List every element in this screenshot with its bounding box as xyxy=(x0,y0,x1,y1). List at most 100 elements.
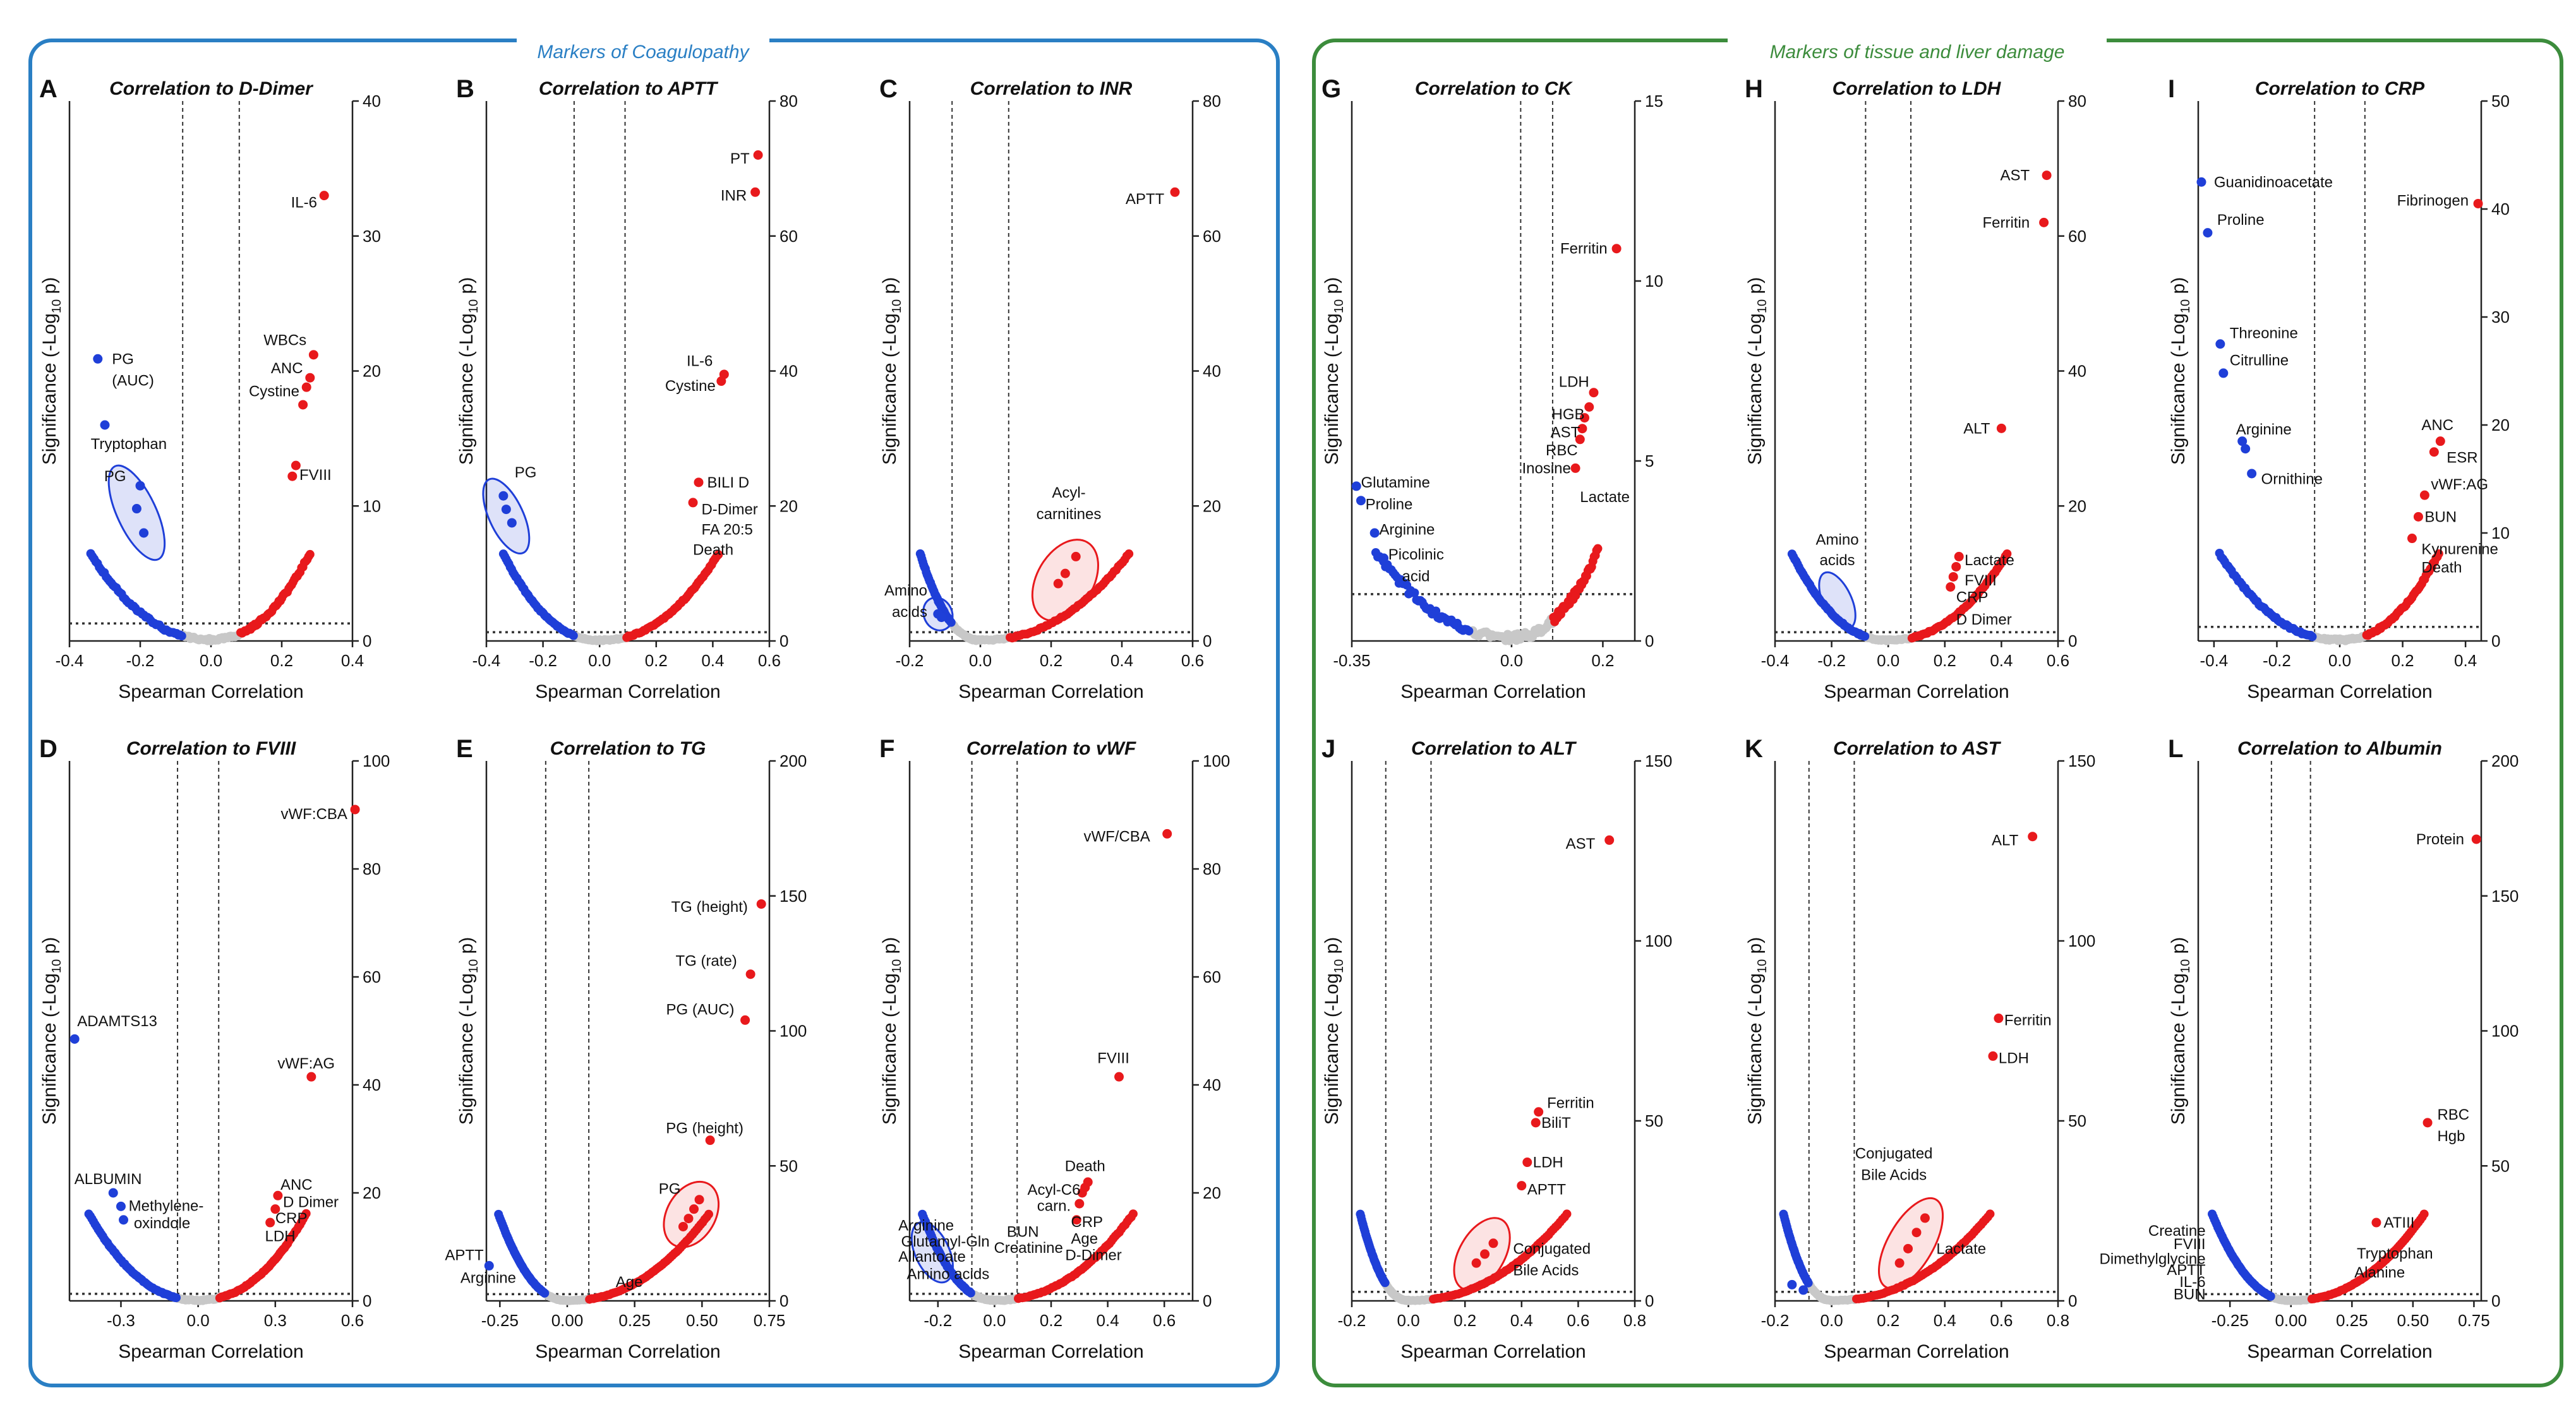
point-label: Ferritin xyxy=(1983,214,2030,231)
y-tick-label: 80 xyxy=(363,859,381,878)
y-label-end: p) xyxy=(456,937,477,959)
x-axis-label: Spearman Correlation xyxy=(1824,1341,2009,1362)
data-point xyxy=(1580,413,1590,423)
data-point xyxy=(1911,1228,1922,1238)
y-label-main: Significance (-Log xyxy=(1321,973,1342,1125)
panel-title: Correlation to CK xyxy=(1415,78,1574,99)
y-axis-label: Significance (-Log10 p) xyxy=(2168,277,2193,465)
x-tick-label: 0.6 xyxy=(1153,1311,1176,1330)
point-label: PG (AUC) xyxy=(666,1001,735,1018)
panel-title: Correlation to D-Dimer xyxy=(109,78,314,99)
point-label: ESR xyxy=(2447,449,2477,466)
y-tick-label: 20 xyxy=(779,496,798,515)
volcano-point xyxy=(2002,549,2012,558)
y-tick-label: 80 xyxy=(1203,92,1221,111)
data-point xyxy=(936,613,946,623)
y-label-sub: 10 xyxy=(467,959,481,973)
y-tick-label: 10 xyxy=(363,496,381,515)
y-label-end: p) xyxy=(2168,277,2189,299)
x-tick-label: 0.25 xyxy=(2336,1311,2368,1330)
point-label: Guanidinoacetate xyxy=(2214,174,2333,191)
data-point xyxy=(2371,1218,2381,1228)
data-point xyxy=(2203,228,2213,238)
data-point xyxy=(119,1215,129,1225)
x-tick-label: 0.0 xyxy=(1877,651,1899,670)
data-point xyxy=(1903,1243,1913,1253)
y-tick-label: 100 xyxy=(1203,751,1230,770)
y-label-sub: 10 xyxy=(2179,299,2193,313)
point-label: Proline xyxy=(2217,212,2265,229)
y-tick-label: 0 xyxy=(2491,631,2500,650)
x-tick-label: 0.2 xyxy=(270,651,293,670)
data-point xyxy=(1060,568,1070,578)
y-label-sub: 10 xyxy=(890,959,904,973)
x-tick-label: 0.0 xyxy=(588,651,611,670)
cluster-ellipse xyxy=(1818,571,1857,630)
point-label: Creatine xyxy=(2148,1223,2206,1240)
x-tick-label: 0.0 xyxy=(969,651,992,670)
x-tick-label: -0.4 xyxy=(472,651,501,670)
data-point xyxy=(1611,244,1622,254)
x-tick-label: 0.2 xyxy=(1454,1311,1476,1330)
y-tick-label: 50 xyxy=(779,1156,798,1175)
y-label-sub: 10 xyxy=(1755,299,1769,313)
point-label: Proline xyxy=(1366,496,1413,513)
point-label: LDH xyxy=(1999,1050,2029,1067)
point-label: ALT xyxy=(1992,832,2019,849)
panel-title: Correlation to LDH xyxy=(1833,78,2002,99)
y-axis-label: Significance (-Log10 p) xyxy=(1321,937,1346,1125)
y-tick-label: 20 xyxy=(2491,416,2510,434)
x-tick-label: 0.0 xyxy=(1500,651,1523,670)
volcano-point xyxy=(704,1209,713,1219)
data-point xyxy=(683,1214,694,1224)
y-axis-label: Significance (-Log10 p) xyxy=(39,277,64,465)
x-tick-label: 0.6 xyxy=(1567,1311,1589,1330)
data-point xyxy=(1074,1199,1085,1209)
data-point xyxy=(2435,436,2445,446)
data-point xyxy=(1480,1249,1490,1259)
panel-title: Correlation to Albumin xyxy=(2237,738,2442,759)
data-point xyxy=(306,1072,316,1082)
point-label: APTT xyxy=(1527,1181,1567,1198)
x-tick-label: -0.2 xyxy=(2263,651,2291,670)
point-label: Ferritin xyxy=(1560,241,1608,258)
x-tick-label: 0.4 xyxy=(1990,651,2013,670)
data-point xyxy=(1517,1181,1527,1191)
data-point xyxy=(2218,368,2229,378)
data-point xyxy=(2471,834,2481,844)
data-point xyxy=(2473,198,2483,208)
volcano-point xyxy=(1124,549,1134,559)
x-tick-label: -0.3 xyxy=(107,1311,135,1330)
panel-h: H Correlation to LDH -0.4 -0.2 0.0 0.2 0.4 0.60… xyxy=(1745,75,2086,702)
y-label-main: Significance (-Log xyxy=(2168,973,2189,1125)
point-label: Conjugated xyxy=(1513,1240,1591,1257)
point-label: Conjugated xyxy=(1855,1145,1933,1162)
x-axis-label: Spearman Correlation xyxy=(958,1341,1143,1362)
data-point xyxy=(2196,177,2206,187)
panel-e: E Correlation to TG -0.25 0.00 0.25 0.50 0.750… xyxy=(445,735,807,1362)
panel-letter: E xyxy=(456,735,473,763)
x-axis-label: Spearman Correlation xyxy=(1400,681,1586,702)
point-label: Kynurenine xyxy=(2421,541,2498,558)
data-point xyxy=(498,491,509,501)
y-label-sub: 10 xyxy=(1332,959,1346,973)
volcano-point xyxy=(1412,595,1421,604)
y-tick-label: 0 xyxy=(363,1291,371,1310)
y-tick-label: 60 xyxy=(1203,967,1221,986)
point-label: INR xyxy=(721,188,747,205)
y-label-end: p) xyxy=(2168,937,2189,959)
point-label: FVIII xyxy=(2174,1236,2206,1253)
data-point xyxy=(1920,1213,1930,1223)
y-axis-label: Significance (-Log10 p) xyxy=(1745,937,1769,1125)
y-axis-label: Significance (-Log10 p) xyxy=(2168,937,2193,1125)
y-tick-label: 10 xyxy=(1645,272,1663,290)
x-tick-label: 0.6 xyxy=(758,651,781,670)
point-label: Ferritin xyxy=(1547,1095,1594,1112)
volcano-point xyxy=(1404,589,1414,599)
data-point xyxy=(2042,171,2052,181)
data-point xyxy=(501,505,511,515)
y-label-main: Significance (-Log xyxy=(456,973,477,1125)
panel-letter: B xyxy=(456,75,474,103)
point-label: Tryptophan xyxy=(91,436,167,453)
data-point xyxy=(740,1015,750,1025)
